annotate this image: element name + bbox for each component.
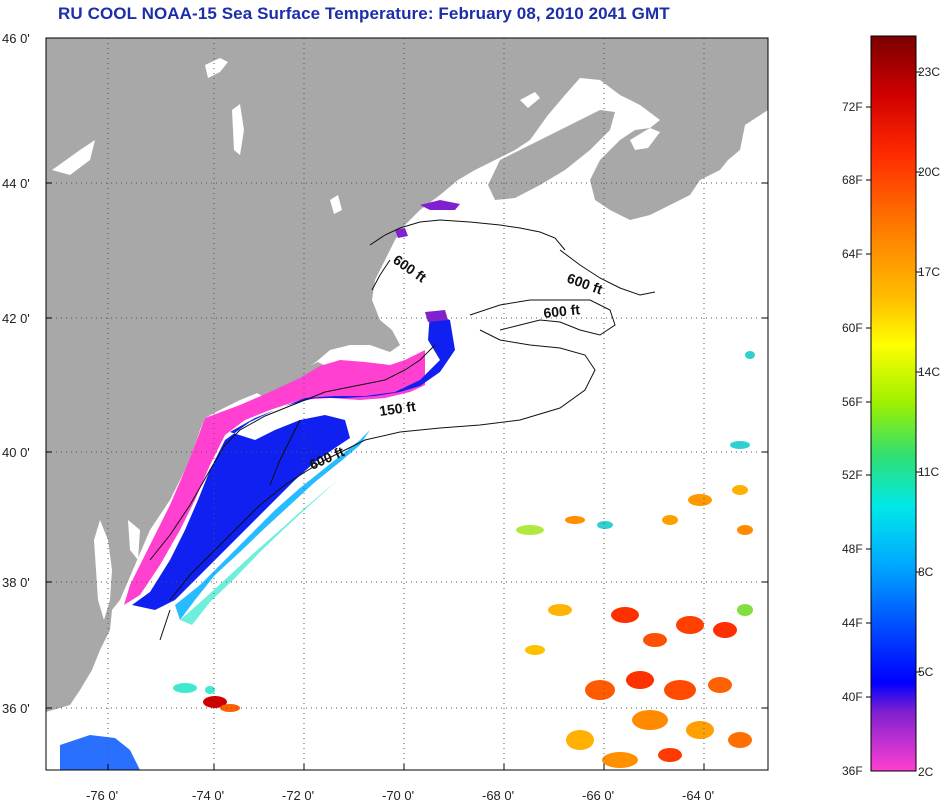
sst-slope-cyan [180,478,340,625]
lon-tick-64: -64 0' [682,788,714,803]
sst-purple-3 [425,310,448,322]
land-nova-scotia [488,110,615,200]
sst-purple-2 [395,228,408,238]
lat-tick-38: 38 0' [2,575,30,590]
lake-3 [52,140,95,175]
cb-c-17: 17C [918,265,940,279]
cb-c-5: 5C [918,665,934,679]
cb-f-56: 56F [842,395,863,409]
lat-tick-42: 42 0' [2,311,30,326]
lat-tick-36: 36 0' [2,701,30,716]
lake-2 [232,104,244,155]
cb-f-64: 64F [842,247,863,261]
cb-f-44: 44F [842,616,863,630]
sst-southern-blue [60,735,140,770]
cb-f-52: 52F [842,468,863,482]
colorbar-ticks [866,71,921,698]
map-title: RU COOL NOAA-15 Sea Surface Temperature:… [58,4,670,23]
lon-tick-66: -66 0' [582,788,614,803]
lake-6 [520,92,540,108]
cb-c-23: 23C [918,65,940,79]
land-mass [46,38,768,712]
cb-c-11: 11C [918,465,939,479]
lat-tick-40: 40 0' [2,445,30,460]
cb-c-2: 2C [918,765,934,779]
lat-tick-46: 46 0' [2,31,30,46]
lon-tick-72: -72 0' [282,788,314,803]
bay-delaware [128,520,140,560]
cb-f-68: 68F [842,173,863,187]
contour-label-600ft-3: 600 ft [543,301,581,321]
tick-marks [46,182,768,770]
lon-tick-76: -76 0' [86,788,118,803]
cb-c-8: 8C [918,565,934,579]
cb-c-14: 14C [918,365,940,379]
sst-warm-patches [173,351,755,768]
sst-shelf-blue [132,312,455,610]
sst-outer-cyan [175,430,370,620]
land-long-island [248,362,326,396]
lon-tick-68: -68 0' [482,788,514,803]
cb-f-36: 36F [842,764,863,778]
lake-4 [630,128,660,150]
cb-f-48: 48F [842,542,863,556]
isobath-contours [149,219,656,641]
contour-label-150ft: 150 ft [378,398,417,419]
graticule [46,38,768,770]
sst-purple-1 [420,200,460,210]
lon-tick-70: -70 0' [382,788,414,803]
cb-f-72: 72F [842,100,863,114]
lake-1 [205,58,228,78]
lat-tick-44: 44 0' [2,176,30,191]
cb-f-40: 40F [842,690,863,704]
lake-5 [330,195,342,214]
map-frame [45,37,769,771]
colorbar [870,35,917,772]
cb-c-20: 20C [918,165,940,179]
lon-tick-74: -74 0' [192,788,224,803]
cb-f-60: 60F [842,321,863,335]
bay-chesapeake [94,520,112,620]
